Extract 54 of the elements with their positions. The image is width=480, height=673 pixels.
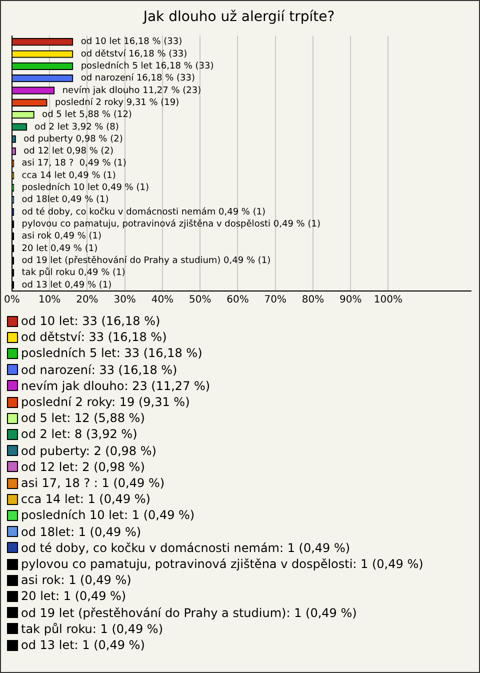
legend-label: cca 14 let: 1 (0,49 %) xyxy=(21,491,150,508)
data-label: od narození 16,18 % (33) xyxy=(80,72,195,84)
legend-label: od 19 let (přestěhování do Prahy a studium): 1 (0,49 %) xyxy=(21,604,357,621)
legend-label: od 18let: 1 (0,49 %) xyxy=(21,524,142,540)
legend-label: 20 let: 1 (0,49 %) xyxy=(21,588,126,605)
x-tick-label: 90% xyxy=(339,294,362,306)
x-tick-label: 10% xyxy=(38,294,61,306)
legend-label: posledních 5 let: 33 (16,18 %) xyxy=(21,345,202,362)
legend-label: pylovou co pamatuju, potravinová zjištěna v dospělosti: 1 (0,49 %) xyxy=(21,556,424,572)
data-label: od 18let 0,49 % (1) xyxy=(22,195,109,206)
legend-label: asi rok: 1 (0,49 %) xyxy=(21,572,132,588)
x-tick-label: 80% xyxy=(302,294,324,306)
data-label: tak půl roku 0,49 % (1) xyxy=(22,267,126,278)
legend-label: od té doby, co kočku v domácnosti nemám: 1 (0,49 %) xyxy=(21,540,350,556)
legend-label: od 13 let: 1 (0,49 %) xyxy=(21,637,145,654)
data-label: posledních 5 let 16,18 % (33) xyxy=(80,60,214,72)
legend-label: od narození: 33 (16,18 %) xyxy=(21,362,178,378)
data-label: od 2 let 3,92 % (8) xyxy=(34,122,119,132)
data-label: pylovou co pamatuju, potravinová zjištěna v dospělosti 0,49 % (1) xyxy=(22,218,320,230)
x-tick-label: 0% xyxy=(4,294,20,306)
x-tick-label: 60% xyxy=(226,294,249,306)
data-label: od puberty 0,98 % (2) xyxy=(24,134,123,144)
legend-label: asi 17, 18 ? : 1 (0,49 %) xyxy=(21,475,165,492)
legend-label: poslední 2 roky: 19 (9,31 %) xyxy=(21,394,190,410)
x-tick-label: 20% xyxy=(76,294,98,306)
legend-label: od 12 let: 2 (0,98 %) xyxy=(21,458,145,476)
data-label: od 12 let 0,98 % (2) xyxy=(24,146,114,157)
data-label: poslední 2 roky 9,31 % (19) xyxy=(54,96,180,108)
data-label: od dětství 16,18 % (33) xyxy=(80,48,188,60)
data-label: asi rok 0,49 % (1) xyxy=(22,232,102,242)
data-label: asi 17, 18 ? 0,49 % (1) xyxy=(22,158,126,169)
data-label: od 10 let 16,18 % (33) xyxy=(80,37,182,48)
data-label: od 5 let 5,88 % (12) xyxy=(42,110,132,120)
data-label: nevím jak dlouho 11,27 % (23) xyxy=(62,84,202,96)
x-tick-label: 70% xyxy=(264,294,286,306)
legend-label: tak půl roku: 1 (0,49 %) xyxy=(21,620,163,638)
data-label: 20 let 0,49 % (1) xyxy=(22,244,98,254)
data-label: posledních 10 let 0,49 % (1) xyxy=(22,182,149,194)
data-label: cca 14 let 0,49 % (1) xyxy=(22,170,116,181)
legend-label: od 2 let: 8 (3,92 %) xyxy=(21,426,138,443)
legend-label: posledních 10 let: 1 (0,49 %) xyxy=(21,507,195,524)
legend-label: nevím jak dlouho: 23 (11,27 %) xyxy=(21,378,210,394)
chart-title: Jak dlouho už alergií trpíte? xyxy=(142,9,335,26)
legend-label: od 5 let: 12 (5,88 %) xyxy=(21,410,145,426)
legend-label: od dětství: 33 (16,18 %) xyxy=(21,329,167,346)
data-label: od 19 let (přestěhování do Prahy a studium) 0,49 % (1) xyxy=(22,254,271,266)
legend-label: od 10 let: 33 (16,18 %) xyxy=(21,313,160,330)
x-tick-label: 50% xyxy=(188,294,212,306)
data-label: od té doby, co kočku v domácnosti nemám 0,49 % (1) xyxy=(22,206,266,218)
x-tick-label: 100% xyxy=(374,294,403,306)
x-tick-label: 40% xyxy=(151,294,174,306)
data-label: od 13 let 0,49 % (1) xyxy=(22,280,112,290)
x-tick-label: 30% xyxy=(114,294,136,306)
legend-label: od puberty: 2 (0,98 %) xyxy=(21,442,156,459)
